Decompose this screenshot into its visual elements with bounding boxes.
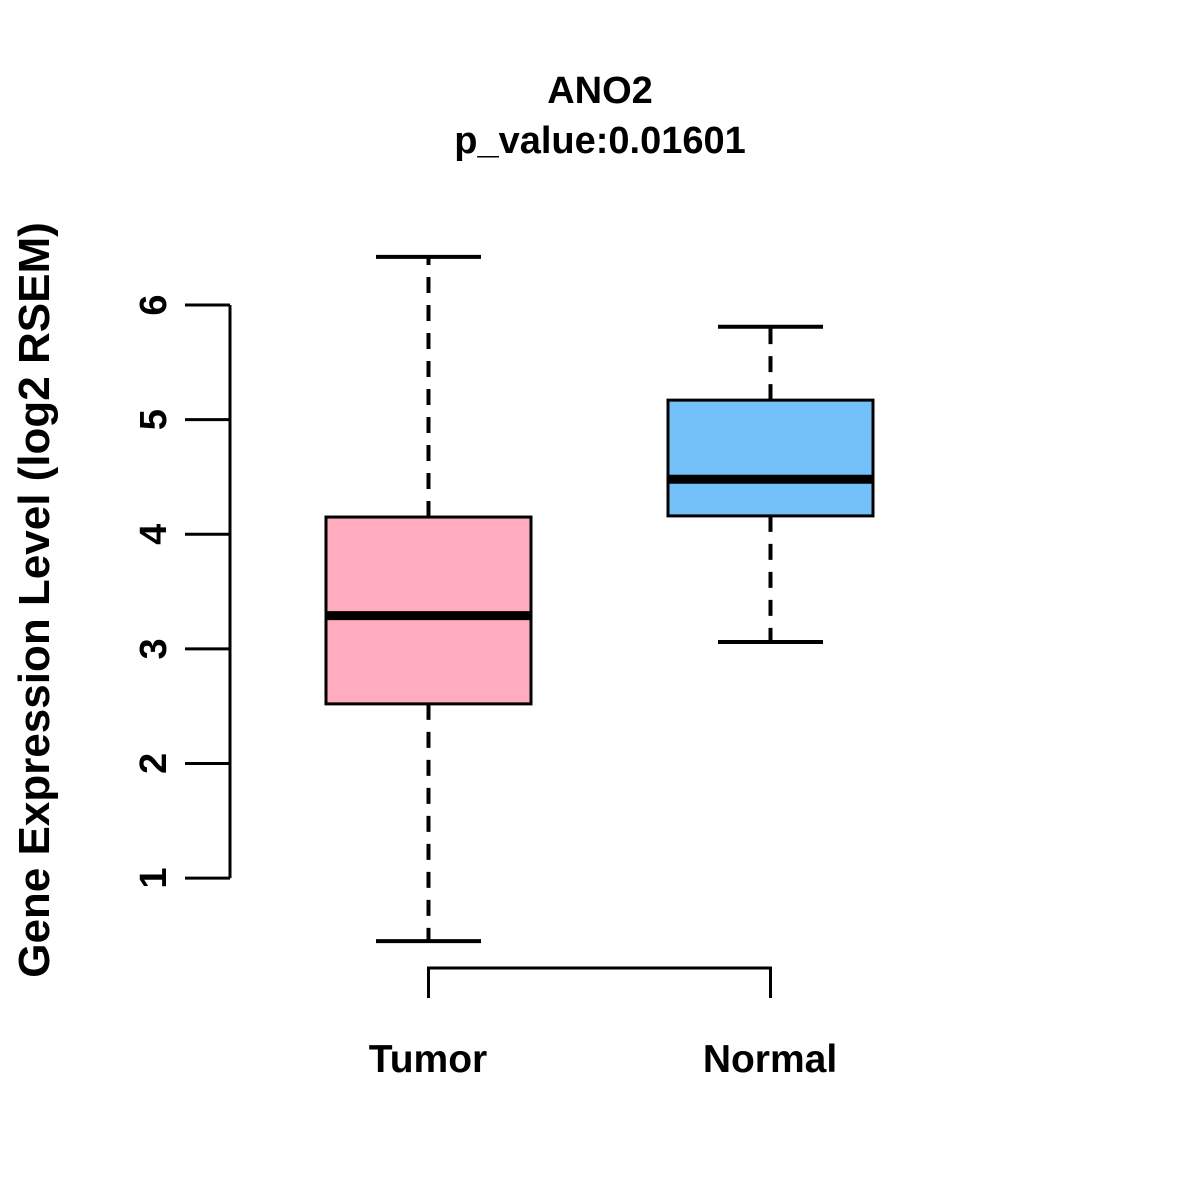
y-tick-label: 5 (133, 409, 175, 430)
x-axis-bracket (427, 966, 772, 998)
y-tick-label: 2 (133, 753, 175, 774)
box-normal (666, 398, 875, 518)
y-tick-label: 1 (133, 868, 175, 889)
x-label-normal: Normal (702, 1038, 838, 1081)
box-tumor (324, 515, 533, 706)
y-tick-label: 6 (133, 294, 175, 315)
chart-title: ANO2 (547, 70, 653, 112)
x-label-tumor: Tumor (368, 1038, 488, 1081)
y-tick-label: 3 (133, 638, 175, 659)
chart-pvalue: p_value:0.01601 (454, 120, 746, 162)
chart-header: ANO2 p_value:0.01601 (0, 66, 1200, 166)
y-tick-label: 4 (133, 524, 175, 545)
